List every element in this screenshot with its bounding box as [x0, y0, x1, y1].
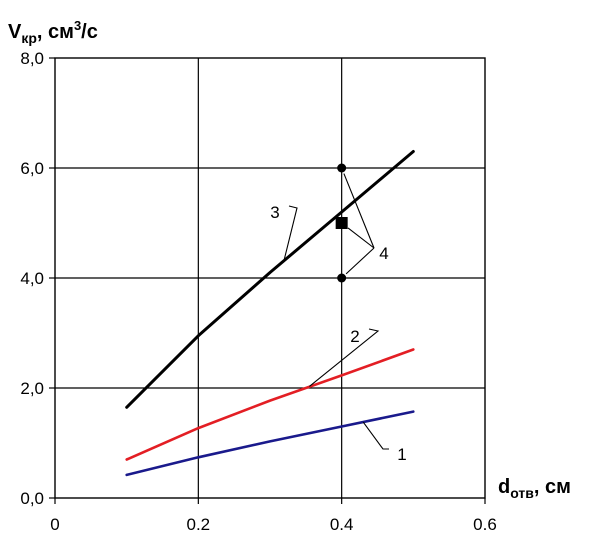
grid: [49, 57, 486, 504]
series-line-1: [125, 410, 415, 477]
marker-circle: [337, 273, 347, 283]
y-tick-label: 8,0: [20, 49, 44, 68]
y-axis-label: Vкр, см3/с: [8, 18, 98, 46]
leader-line-3: [283, 205, 298, 260]
x-tick-label: 0: [50, 515, 59, 534]
y-tick-label: 6,0: [20, 159, 44, 178]
x-tick-label: 0.4: [330, 515, 354, 534]
marker-circle: [337, 163, 347, 173]
series-label-2: 2: [350, 327, 359, 346]
marker-square: [335, 217, 348, 229]
x-tick-label: 0.6: [473, 515, 497, 534]
y-tick-label: 2,0: [20, 379, 44, 398]
leader-line-2: [309, 328, 380, 387]
x-axis-label: dотв, см: [498, 476, 571, 501]
y-tick-label: 0,0: [20, 489, 44, 508]
points-leader-line: [347, 227, 375, 249]
series-label-3: 3: [270, 203, 279, 222]
series-line-2: [125, 348, 415, 461]
x-tick-label: 0.2: [187, 515, 211, 534]
points-leader-line: [343, 173, 375, 249]
y-tick-label: 4,0: [20, 269, 44, 288]
points-label: 4: [379, 244, 388, 263]
series-lines: [125, 150, 415, 477]
series-line-3: [125, 150, 415, 409]
points-leader-line: [345, 247, 375, 275]
annotations: 3 2 1 4: [270, 173, 407, 464]
series-label-1: 1: [397, 445, 406, 464]
point-markers: [335, 163, 348, 283]
tick-labels: 0 0.2 0.4 0.6 0,0 2,0 4,0 6,0 8,0: [20, 49, 496, 534]
leader-line-1: [362, 421, 389, 450]
